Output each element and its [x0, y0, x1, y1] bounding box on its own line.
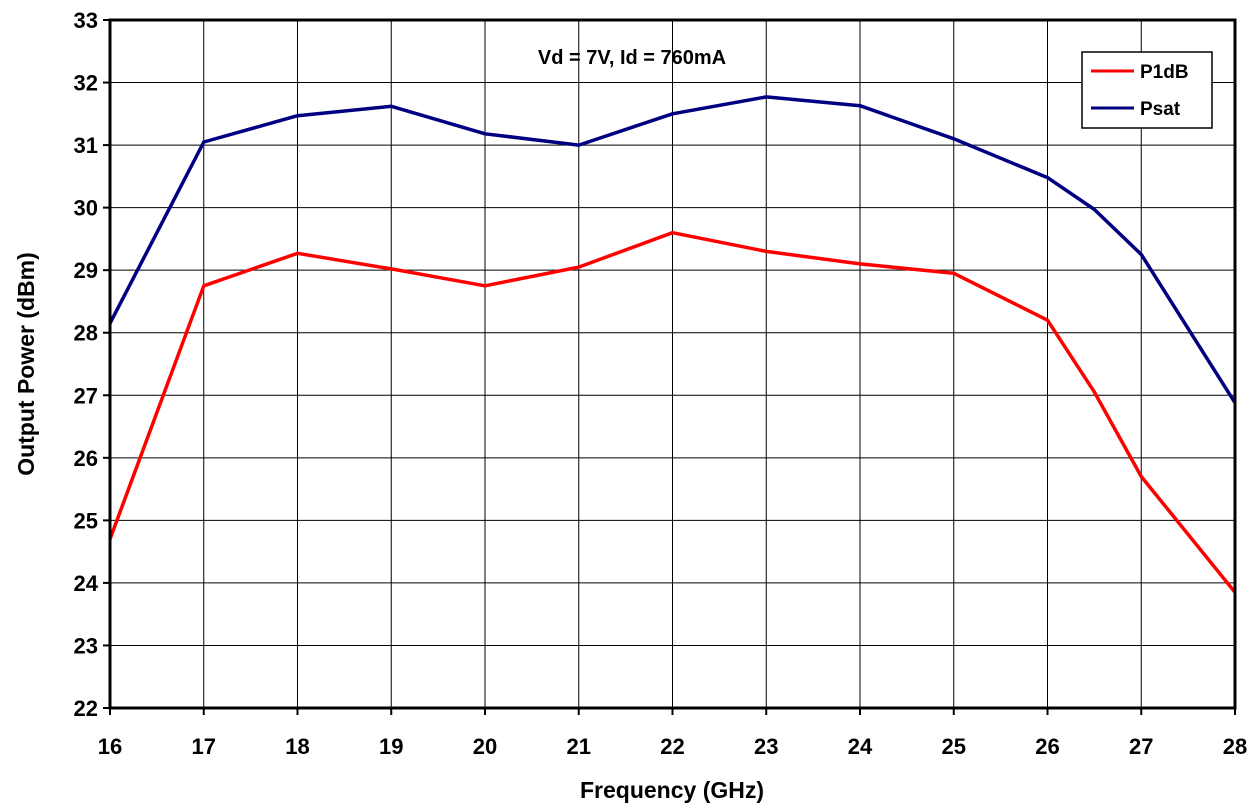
x-tick-label: 21 [567, 734, 591, 759]
y-axis-title: Output Power (dBm) [13, 252, 39, 476]
y-tick-label: 33 [74, 8, 98, 33]
legend-label-psat: Psat [1140, 99, 1181, 120]
data-point-p1db [859, 262, 862, 265]
x-tick-label: 23 [754, 734, 778, 759]
data-point-p1db [577, 266, 580, 269]
legend: P1dB Psat [1082, 52, 1212, 128]
x-tick-label: 22 [660, 734, 684, 759]
x-tick-label: 25 [942, 734, 966, 759]
y-tick-labels: 22 23 24 25 26 27 28 29 30 31 32 33 [74, 8, 99, 721]
x-tick-label: 16 [98, 734, 122, 759]
y-tick-label: 26 [74, 446, 98, 471]
data-point-p1db [671, 231, 674, 234]
data-point-psat [1140, 253, 1143, 256]
x-tick-labels: 16 17 18 19 20 21 22 23 24 25 26 27 28 [98, 734, 1247, 759]
data-point-psat [577, 144, 580, 147]
legend-label-p1db: P1dB [1140, 62, 1189, 83]
x-tick-label: 19 [379, 734, 403, 759]
data-point-psat [1093, 208, 1096, 211]
x-tick-label: 17 [192, 734, 216, 759]
data-point-p1db [1046, 319, 1049, 322]
data-point-psat [390, 105, 393, 108]
data-point-p1db [765, 250, 768, 253]
data-point-psat [1046, 176, 1049, 179]
x-tick-label: 24 [848, 734, 873, 759]
data-point-psat [859, 104, 862, 107]
x-tick-label: 18 [285, 734, 309, 759]
x-tick-label: 20 [473, 734, 497, 759]
x-tick-label: 28 [1223, 734, 1247, 759]
x-tick-label: 26 [1035, 734, 1059, 759]
y-tick-label: 25 [74, 508, 98, 533]
y-tick-label: 32 [74, 71, 98, 96]
y-tick-label: 22 [74, 696, 98, 721]
x-tick-label: 27 [1129, 734, 1153, 759]
data-point-p1db [484, 284, 487, 287]
data-point-p1db [202, 284, 205, 287]
data-point-psat [484, 132, 487, 135]
data-point-p1db [1140, 475, 1143, 478]
y-tick-label: 30 [74, 196, 98, 221]
data-point-psat [765, 95, 768, 98]
y-tick-label: 31 [74, 133, 98, 158]
data-point-p1db [390, 267, 393, 270]
data-point-p1db [1093, 391, 1096, 394]
data-point-psat [296, 114, 299, 117]
data-point-psat [202, 140, 205, 143]
y-tick-label: 29 [74, 258, 98, 283]
data-point-p1db [952, 272, 955, 275]
y-tick-label: 23 [74, 633, 98, 658]
data-point-p1db [296, 252, 299, 255]
y-tick-label: 28 [74, 321, 98, 346]
x-axis-title: Frequency (GHz) [580, 777, 764, 803]
data-point-psat [671, 112, 674, 115]
y-tick-label: 27 [74, 383, 98, 408]
chart-annotation: Vd = 7V, Id = 760mA [538, 47, 726, 69]
data-point-psat [952, 137, 955, 140]
y-tick-label: 24 [74, 571, 99, 596]
